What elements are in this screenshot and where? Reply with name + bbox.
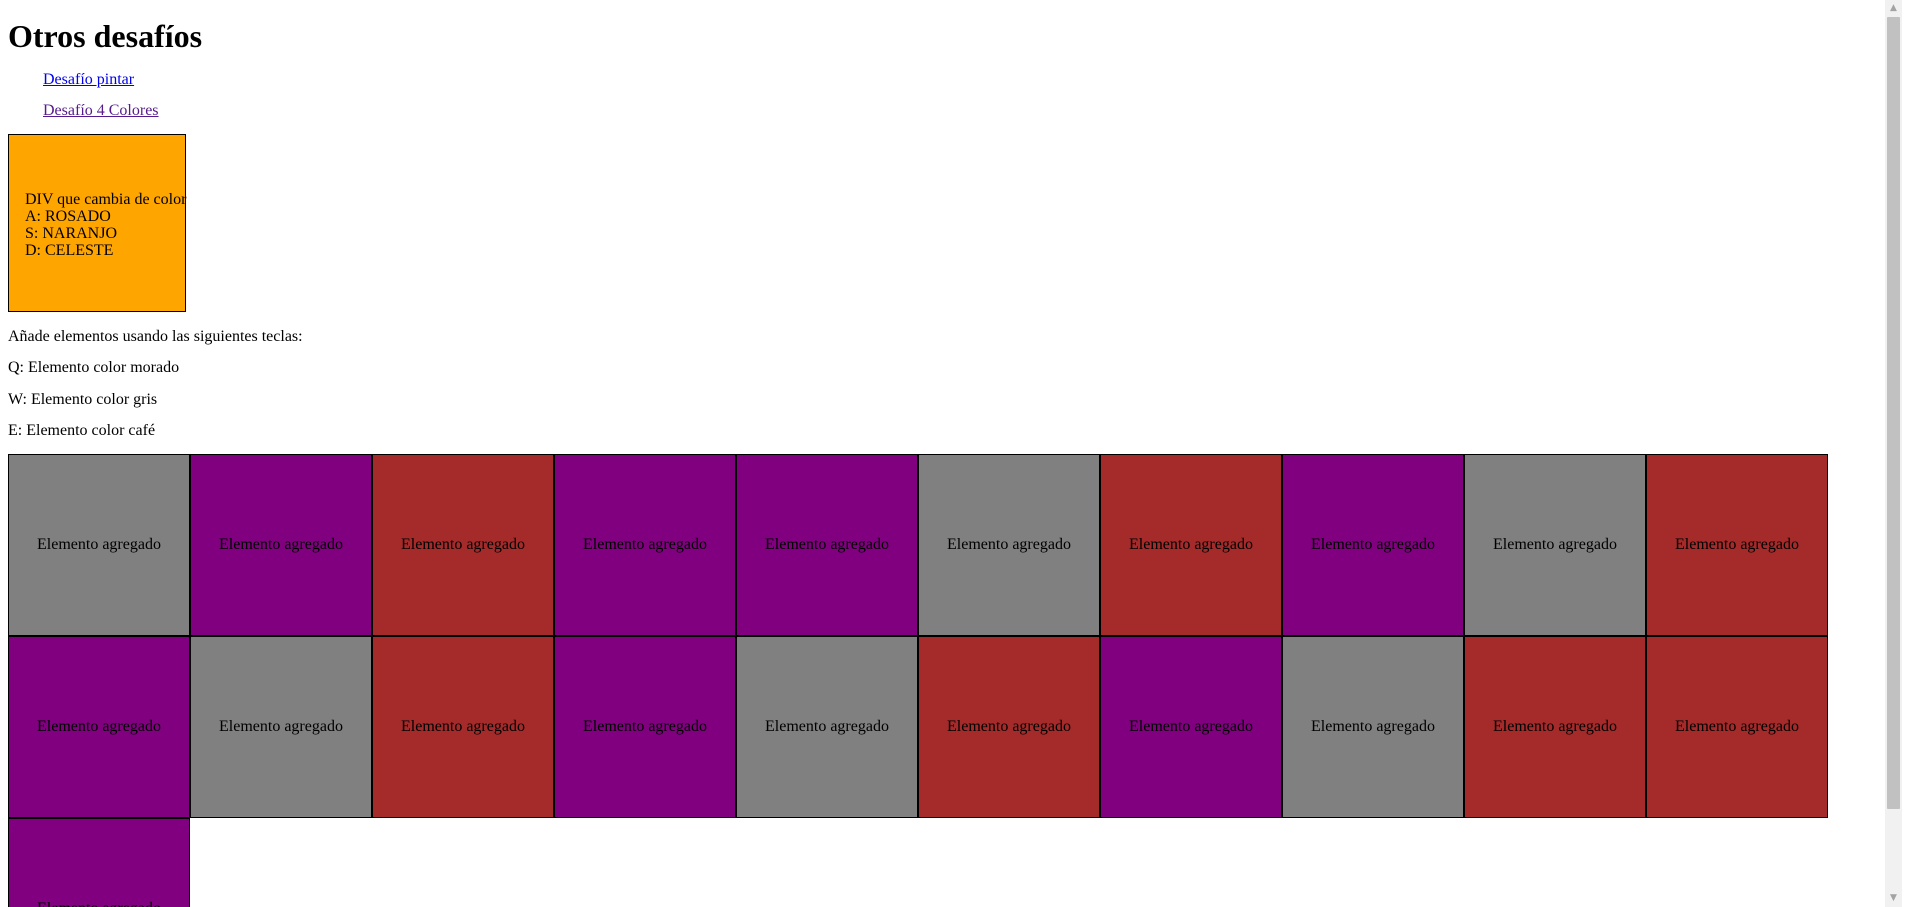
added-element-cafe: Elemento agregado — [1464, 636, 1646, 818]
added-element-label: Elemento agregado — [1493, 536, 1617, 553]
color-box-key-d: D: CELESTE — [25, 242, 114, 259]
added-element-gris: Elemento agregado — [8, 454, 190, 636]
added-element-morado: Elemento agregado — [8, 818, 190, 907]
added-element-cafe: Elemento agregado — [918, 636, 1100, 818]
instruction-w: W: Elemento color gris — [8, 391, 158, 408]
link-desafio-4-colores[interactable]: Desafío 4 Colores — [43, 102, 159, 119]
added-element-cafe: Elemento agregado — [1646, 454, 1828, 636]
added-element-label: Elemento agregado — [947, 536, 1071, 553]
added-element-label: Elemento agregado — [1129, 536, 1253, 553]
color-box-key-a: A: ROSADO — [25, 208, 111, 225]
added-element-label: Elemento agregado — [1129, 718, 1253, 735]
added-element-label: Elemento agregado — [1493, 718, 1617, 735]
link-item-4-colores: Desafío 4 Colores — [43, 102, 159, 120]
added-element-gris: Elemento agregado — [1282, 636, 1464, 818]
added-element-label: Elemento agregado — [37, 536, 161, 553]
added-element-label: Elemento agregado — [1675, 718, 1799, 735]
added-element-label: Elemento agregado — [37, 900, 161, 907]
added-element-morado: Elemento agregado — [554, 454, 736, 636]
added-element-label: Elemento agregado — [1311, 536, 1435, 553]
added-element-gris: Elemento agregado — [1464, 454, 1646, 636]
vertical-scrollbar[interactable]: ▲ ▼ — [1885, 0, 1902, 907]
added-element-label: Elemento agregado — [219, 718, 343, 735]
added-element-label: Elemento agregado — [947, 718, 1071, 735]
added-element-morado: Elemento agregado — [8, 636, 190, 818]
added-element-cafe: Elemento agregado — [372, 636, 554, 818]
content: Otros desafíos Desafío pintar Desafío 4 … — [8, 0, 1898, 907]
color-box-key-s: S: NARANJO — [25, 225, 118, 242]
added-element-morado: Elemento agregado — [554, 636, 736, 818]
added-element-cafe: Elemento agregado — [1100, 454, 1282, 636]
added-element-label: Elemento agregado — [401, 536, 525, 553]
added-element-gris: Elemento agregado — [918, 454, 1100, 636]
added-element-label: Elemento agregado — [765, 536, 889, 553]
scroll-down-arrow-icon[interactable]: ▼ — [1890, 893, 1897, 903]
scrollbar-thumb[interactable] — [1887, 17, 1900, 809]
added-element-label: Elemento agregado — [583, 536, 707, 553]
added-element-label: Elemento agregado — [401, 718, 525, 735]
added-element-label: Elemento agregado — [1675, 536, 1799, 553]
link-item-pintar: Desafío pintar — [43, 71, 134, 89]
added-element-label: Elemento agregado — [219, 536, 343, 553]
added-element-label: Elemento agregado — [37, 718, 161, 735]
instruction-e: E: Elemento color café — [8, 422, 156, 439]
color-changing-box: DIV que cambia de color A: ROSADO S: NAR… — [8, 134, 186, 312]
page-title: Otros desafíos — [8, 18, 203, 54]
scroll-up-arrow-icon[interactable]: ▲ — [1890, 3, 1897, 13]
instruction-q: Q: Elemento color morado — [8, 359, 180, 376]
link-desafio-pintar[interactable]: Desafío pintar — [43, 71, 135, 88]
added-element-morado: Elemento agregado — [190, 454, 372, 636]
color-box-text: DIV que cambia de color A: ROSADO S: NAR… — [25, 191, 186, 259]
added-element-cafe: Elemento agregado — [372, 454, 554, 636]
added-element-cafe: Elemento agregado — [1646, 636, 1828, 818]
added-element-morado: Elemento agregado — [736, 454, 918, 636]
added-element-gris: Elemento agregado — [190, 636, 372, 818]
color-box-title: DIV que cambia de color — [25, 191, 187, 208]
added-element-label: Elemento agregado — [1311, 718, 1435, 735]
instructions-intro: Añade elementos usando las siguientes te… — [8, 328, 303, 345]
added-element-gris: Elemento agregado — [736, 636, 918, 818]
added-element-morado: Elemento agregado — [1282, 454, 1464, 636]
added-element-label: Elemento agregado — [765, 718, 889, 735]
added-element-label: Elemento agregado — [583, 718, 707, 735]
added-element-morado: Elemento agregado — [1100, 636, 1282, 818]
